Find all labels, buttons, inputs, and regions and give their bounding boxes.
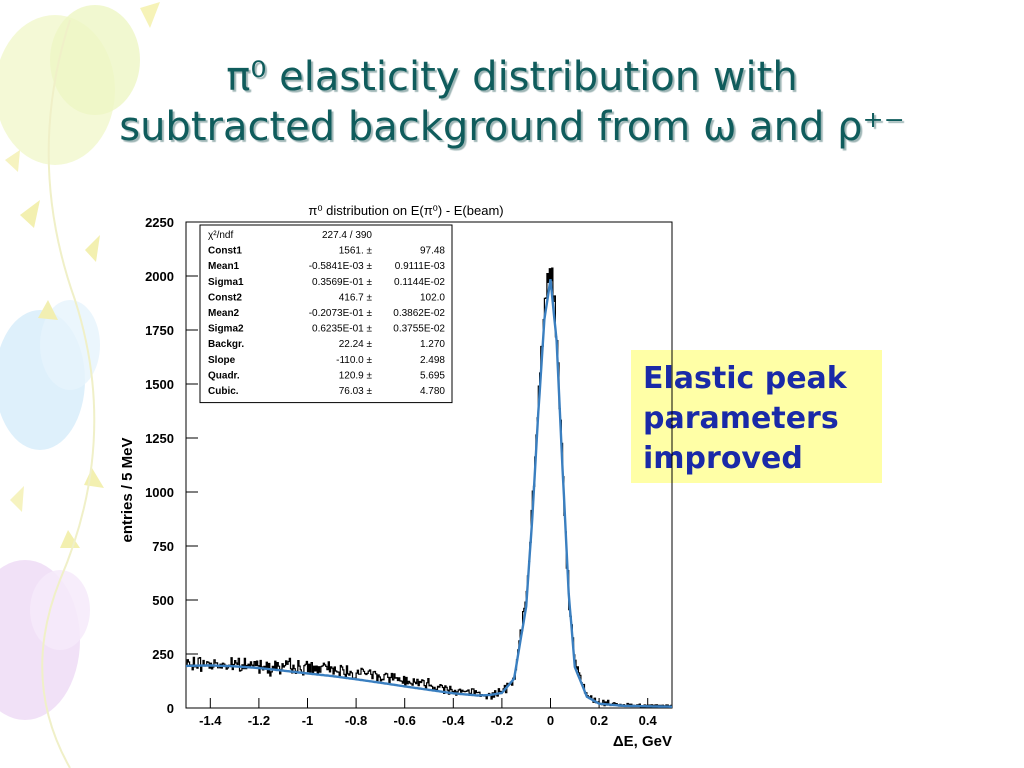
callout-line-1: Elastic peak — [643, 361, 847, 396]
x-tick-label: -0.2 — [491, 713, 513, 728]
histogram-chart: π⁰ distribution on E(π⁰) - E(beam) entri… — [119, 203, 673, 750]
x-tick-label: 0.4 — [639, 713, 658, 728]
stats-param-value: 416.7 ± — [339, 292, 373, 303]
y-tick-label: 250 — [152, 647, 174, 662]
stats-param-error: 1.270 — [420, 339, 445, 350]
stats-box-frame — [199, 224, 453, 404]
y-axis-label: entries / 5 MeV — [119, 437, 136, 542]
plot-frame — [185, 221, 673, 709]
stats-param-value: -110.0 ± — [336, 355, 372, 366]
callout-line-2: parameters — [643, 401, 839, 436]
x-tick-label: -1.2 — [248, 713, 270, 728]
y-tick-label: 1500 — [145, 377, 174, 392]
y-tick-label: 1000 — [145, 485, 174, 500]
stats-param-name: Slope — [208, 355, 236, 366]
stats-param-name: Cubic. — [208, 386, 239, 397]
x-axis-label: ΔE, GeV — [613, 733, 672, 750]
y-tick-label: 0 — [167, 701, 174, 716]
x-tick-label: -0.8 — [345, 713, 367, 728]
slide-title-line-1: π⁰ elasticity distribution with — [226, 54, 798, 100]
fit-stats-box: χ²/ndf 227.4 / 390 Const1 1561. ± 97.48 Mean1… — [199, 224, 453, 404]
stats-param-name: Const1 — [208, 246, 242, 257]
stats-param-error: 0.3862E-02 — [393, 308, 445, 319]
x-tick-label: -1.4 — [199, 713, 222, 728]
stats-param-error: 97.48 — [420, 246, 445, 257]
stats-param-value: -0.2073E-01 ± — [309, 308, 373, 319]
x-tick-label: 0.2 — [590, 713, 608, 728]
y-tick-label: 750 — [152, 539, 174, 554]
stats-param-value: 76.03 ± — [339, 386, 373, 397]
stats-param-name: χ²/ndf — [208, 230, 233, 241]
x-tick-label: -1 — [302, 713, 314, 728]
stats-param-value: 1561. ± — [339, 246, 373, 257]
stats-param-value: -0.5841E-03 ± — [309, 261, 373, 272]
y-tick-label: 1750 — [145, 323, 174, 338]
stats-param-name: Mean2 — [208, 308, 240, 319]
stats-param-error: 0.9111E-03 — [395, 261, 446, 272]
y-tick-label: 1250 — [145, 431, 174, 446]
stats-param-error: 0.3755E-02 — [393, 324, 445, 335]
stats-param-name: Sigma1 — [208, 277, 244, 288]
stats-param-value: 227.4 / 390 — [322, 230, 372, 241]
stats-param-error: 102.0 — [420, 292, 445, 303]
stats-param-name: Const2 — [208, 292, 242, 303]
stats-param-value: 22.24 ± — [339, 339, 373, 350]
x-tick-label: 0 — [547, 713, 554, 728]
stats-param-error: 4.780 — [420, 386, 445, 397]
stats-param-value: 0.3569E-01 ± — [312, 277, 372, 288]
stats-param-name: Backgr. — [208, 339, 244, 350]
x-tick-label: -0.6 — [393, 713, 415, 728]
y-tick-label: 500 — [152, 593, 174, 608]
stats-param-error: 2.498 — [420, 355, 445, 366]
slide-title-line-2: subtracted background from ω and ρ⁺⁻ — [119, 104, 905, 150]
stats-param-value: 0.6235E-01 ± — [312, 324, 372, 335]
stats-param-error: 5.695 — [420, 370, 445, 381]
slide-title: π⁰ elasticity distribution with subtract… — [40, 52, 984, 152]
y-tick-label: 2000 — [145, 269, 174, 284]
y-tick-label: 2250 — [145, 215, 174, 230]
stats-param-name: Sigma2 — [208, 324, 244, 335]
stats-param-value: 120.9 ± — [339, 370, 373, 381]
fit-curve-series — [186, 279, 672, 708]
callout-box: Elastic peak parameters improved — [631, 350, 882, 483]
x-tick-label: -0.4 — [442, 713, 465, 728]
stats-param-name: Quadr. — [208, 370, 240, 381]
callout-line-3: improved — [643, 441, 803, 476]
chart-title: π⁰ distribution on E(π⁰) - E(beam) — [308, 203, 503, 218]
stats-param-name: Mean1 — [208, 261, 240, 272]
stats-param-error: 0.1144E-02 — [394, 277, 445, 288]
